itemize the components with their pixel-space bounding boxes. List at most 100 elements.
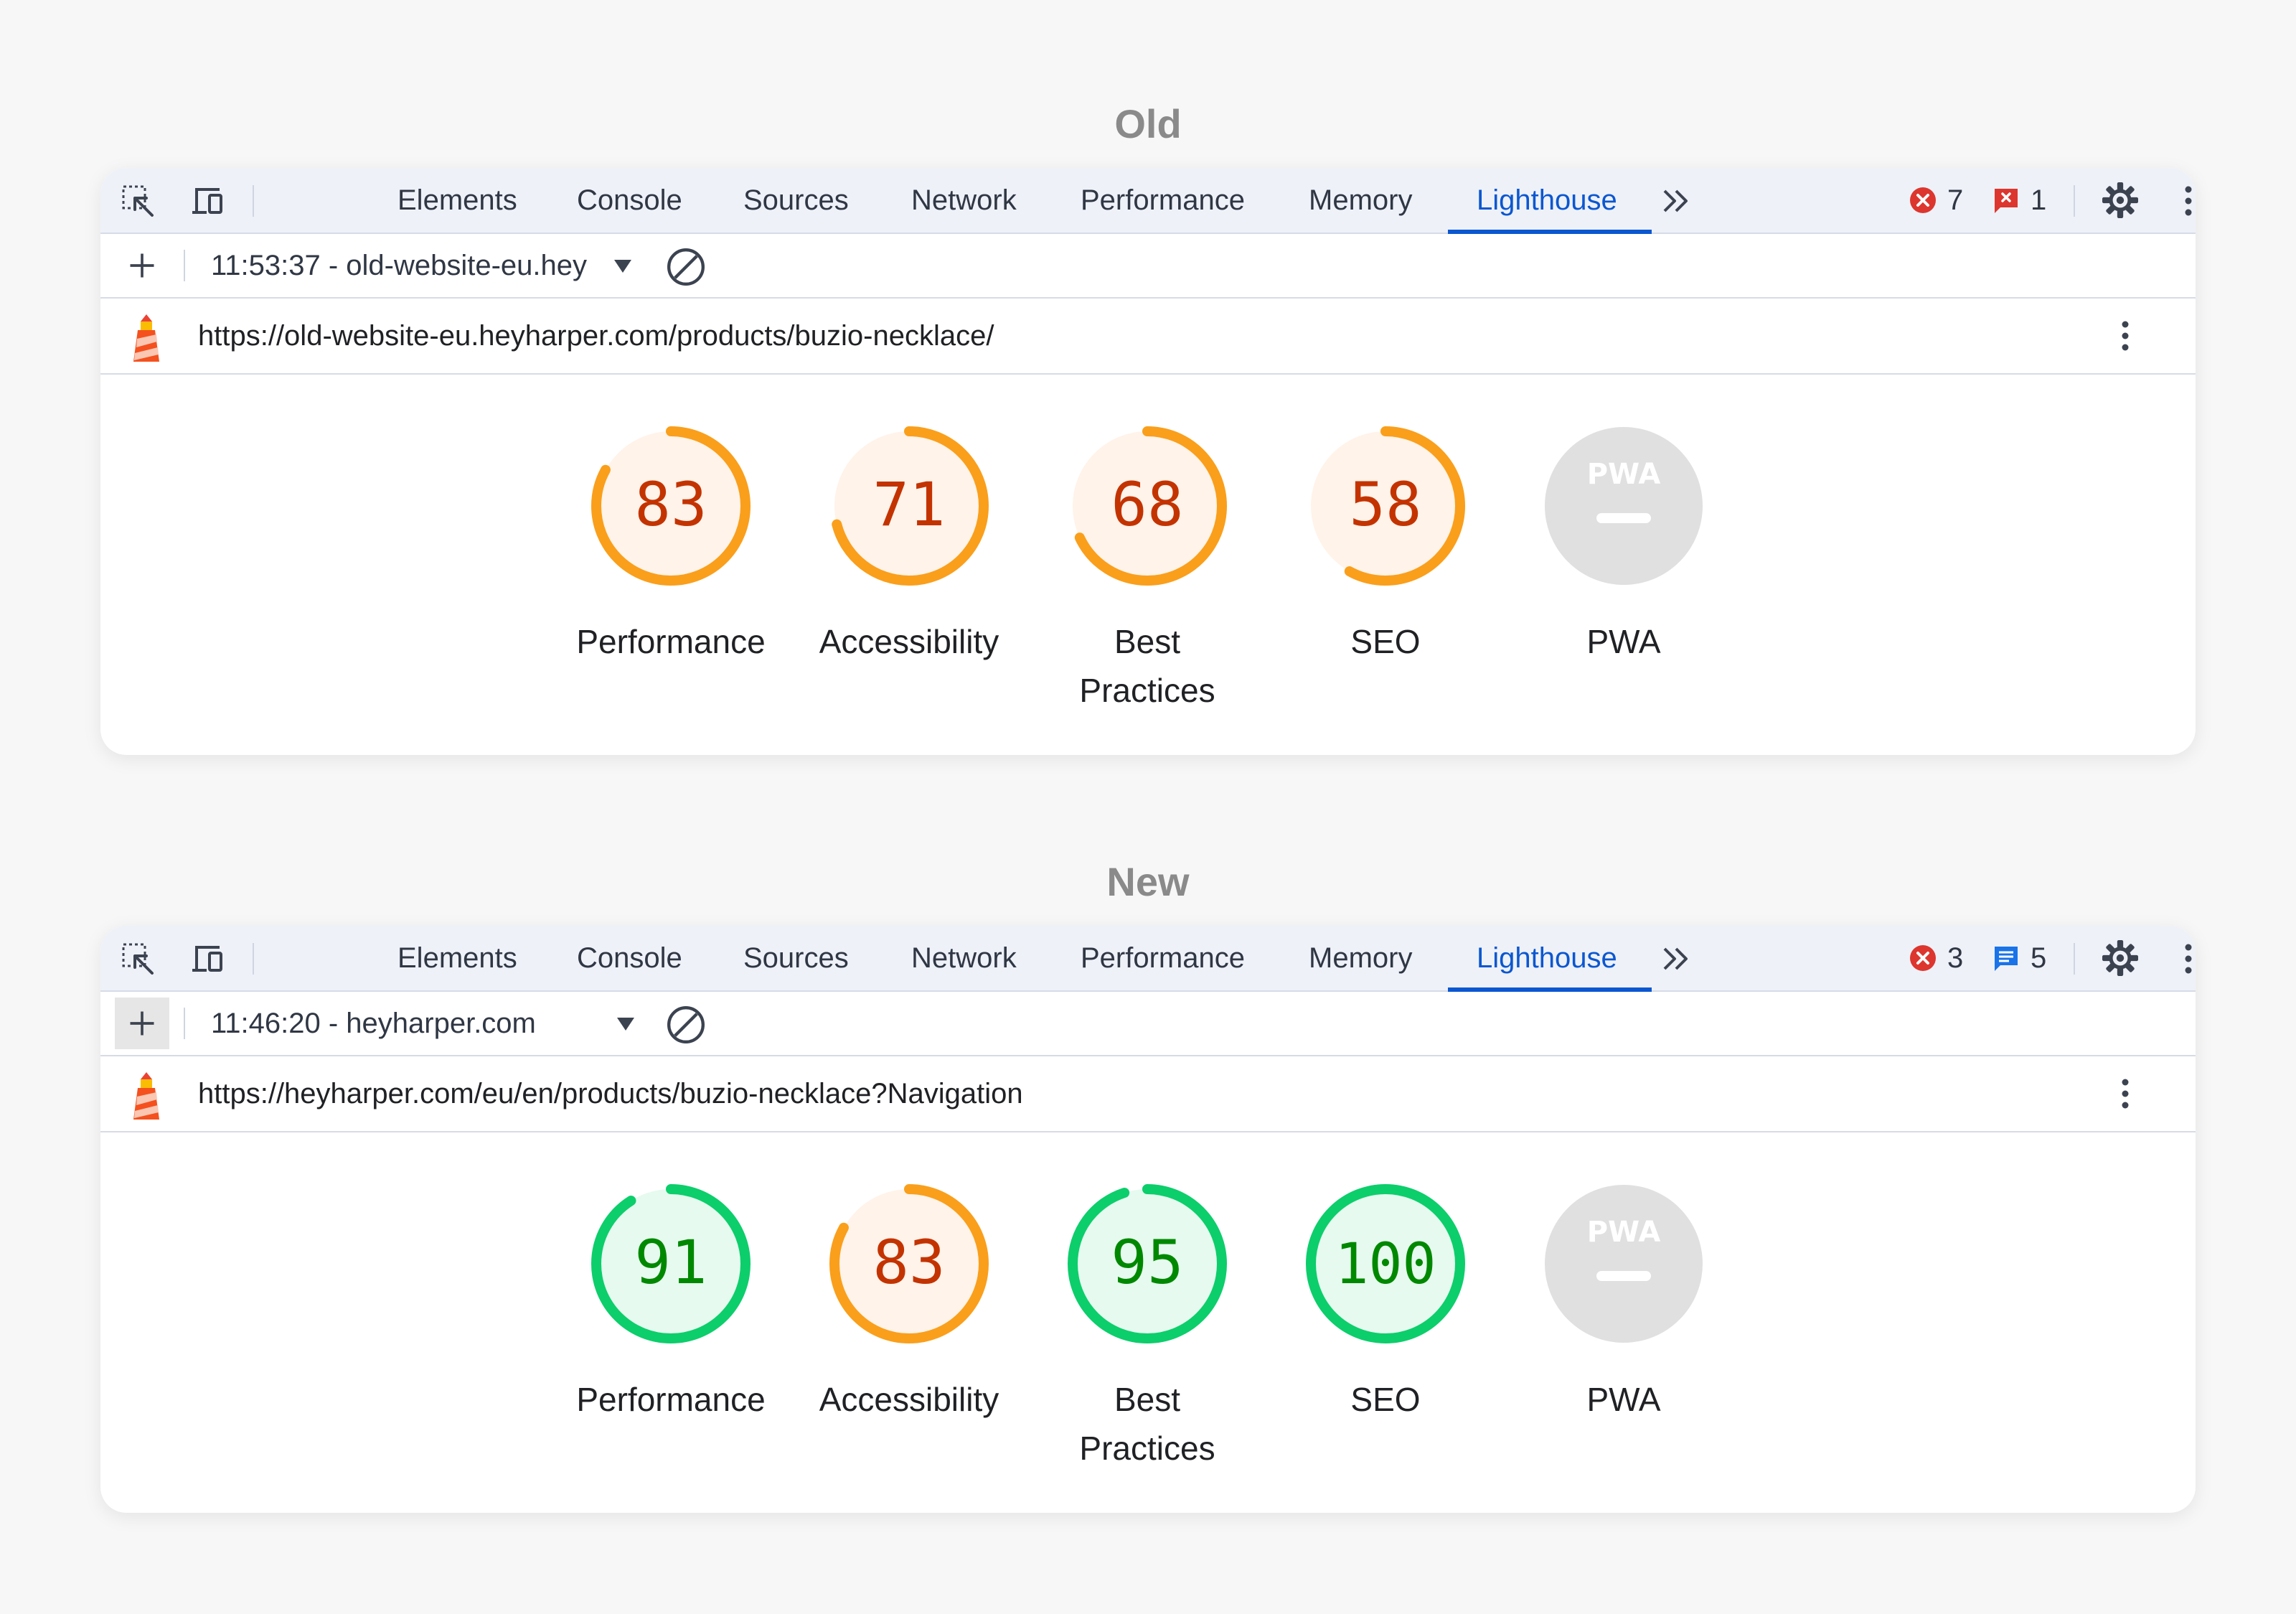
- gauge-label: Accessibility: [819, 623, 999, 660]
- second-badge-count: 1: [2031, 184, 2047, 216]
- gauge-ring: 68: [1068, 426, 1227, 586]
- device-toolbar-icon[interactable]: [189, 184, 224, 218]
- gauge-arc: [1068, 1184, 1227, 1343]
- devtools-tab-bar: Elements Console Sources Network Performance…: [100, 926, 2196, 992]
- gauge-label: Accessibility: [819, 1381, 999, 1418]
- gauge-ring: PWA: [1545, 1185, 1703, 1343]
- gauge-ring: 58: [1306, 426, 1465, 586]
- gauge-ring: 83: [829, 1184, 989, 1343]
- tab-elements[interactable]: Elements: [397, 942, 517, 974]
- score-value: 58: [1349, 469, 1421, 540]
- plus-icon: [130, 253, 154, 278]
- divider: [184, 250, 185, 281]
- kebab-menu-icon[interactable]: [2108, 317, 2142, 355]
- device-toolbar-icon[interactable]: [189, 942, 224, 976]
- tab-performance[interactable]: Performance: [1081, 184, 1245, 216]
- gauge-ring: 71: [829, 426, 989, 586]
- score-value: 83: [634, 469, 707, 540]
- gauge-performance[interactable]: 83 Performance: [567, 423, 775, 666]
- inspect-element-icon[interactable]: [121, 942, 155, 976]
- tab-performance[interactable]: Performance: [1081, 942, 1245, 974]
- message-count-badge[interactable]: 5: [1992, 926, 2046, 990]
- pwa-badge-text: PWA: [1587, 1216, 1661, 1249]
- devtools-panel-new: Elements Console Sources Network Performance…: [100, 926, 2196, 1513]
- kebab-menu-icon[interactable]: [2108, 1075, 2142, 1112]
- report-selector[interactable]: 11:46:20 - heyharper.com: [211, 1008, 536, 1039]
- gauge-label: SEO: [1350, 623, 1421, 660]
- gauge-best-practices[interactable]: 68 Best Practices: [1043, 423, 1251, 715]
- report-url[interactable]: https://old-website-eu.heyharper.com/pro…: [198, 320, 994, 352]
- gauge-seo[interactable]: 100 SEO: [1281, 1181, 1490, 1424]
- lighthouse-logo-icon: [133, 1072, 159, 1120]
- error-count: 7: [1947, 184, 1964, 216]
- tab-memory[interactable]: Memory: [1309, 184, 1413, 216]
- report-url[interactable]: https://heyharper.com/eu/en/products/buz…: [198, 1078, 1023, 1109]
- kebab-menu-icon[interactable]: [2171, 184, 2196, 218]
- gauge-performance[interactable]: 91 Performance: [567, 1181, 775, 1424]
- kebab-menu-icon[interactable]: [2171, 942, 2196, 976]
- gauge-best-practices[interactable]: 95 Best Practices: [1043, 1181, 1251, 1473]
- tab-sources[interactable]: Sources: [743, 942, 849, 974]
- second-badge-count: 5: [2031, 942, 2047, 974]
- tab-memory[interactable]: Memory: [1309, 942, 1413, 974]
- lighthouse-toolbar: 11:46:20 - heyharper.com: [100, 992, 2196, 1056]
- dropdown-arrow-icon[interactable]: [616, 1016, 636, 1032]
- issue-icon: [1995, 189, 2018, 213]
- divider: [253, 943, 254, 975]
- devtools-panel-old: Elements Console Sources Network Performance…: [100, 168, 2196, 755]
- tab-console[interactable]: Console: [577, 942, 682, 974]
- gauge-arc: [1306, 426, 1465, 586]
- tab-network[interactable]: Network: [911, 184, 1017, 216]
- report-selector[interactable]: 11:53:37 - old-website-eu.hey: [211, 250, 588, 281]
- score-value: 91: [634, 1227, 707, 1298]
- error-count-badge[interactable]: 7: [1909, 168, 1963, 233]
- gauge-arc: [1068, 426, 1227, 586]
- tab-network[interactable]: Network: [911, 942, 1017, 974]
- settings-gear-icon[interactable]: [2102, 940, 2138, 976]
- lighthouse-logo-icon: [133, 314, 159, 362]
- more-tabs-icon[interactable]: [1659, 184, 1693, 218]
- tab-sources[interactable]: Sources: [743, 184, 849, 216]
- gauge-ring: 91: [591, 1184, 751, 1343]
- tab-elements[interactable]: Elements: [397, 184, 517, 216]
- report-url-bar: https://heyharper.com/eu/en/products/buz…: [100, 1056, 2196, 1132]
- gauge-pwa[interactable]: PWA PWA: [1520, 423, 1728, 666]
- gauge-ring: 95: [1068, 1184, 1227, 1343]
- tab-lighthouse[interactable]: Lighthouse: [1477, 942, 1617, 974]
- tab-console[interactable]: Console: [577, 184, 682, 216]
- gauge-label: Best Practices: [1079, 1381, 1215, 1467]
- clear-icon[interactable]: [667, 1006, 705, 1043]
- divider: [2074, 185, 2075, 217]
- gauge-pwa[interactable]: PWA PWA: [1520, 1181, 1728, 1424]
- score-gauges: 91 Performance 83 Accessibility 95 Best Practi…: [100, 1132, 2196, 1513]
- lighthouse-toolbar: 11:53:37 - old-website-eu.hey: [100, 234, 2196, 299]
- divider: [184, 1008, 185, 1039]
- gauge-label: Best Practices: [1079, 623, 1215, 709]
- section-title: New: [1106, 859, 1190, 904]
- gauge-seo[interactable]: 58 SEO: [1281, 423, 1490, 666]
- dropdown-arrow-icon[interactable]: [613, 258, 633, 274]
- score-value: 68: [1111, 469, 1183, 540]
- score-value: 71: [872, 469, 945, 540]
- issue-count-badge[interactable]: 1: [1992, 168, 2046, 233]
- divider: [2074, 943, 2075, 975]
- inspect-element-icon[interactable]: [121, 184, 155, 218]
- error-count-badge[interactable]: 3: [1909, 926, 1963, 990]
- new-report-button[interactable]: [115, 240, 169, 291]
- section-title: Old: [1114, 101, 1182, 146]
- gauge-arc: [591, 1184, 751, 1343]
- clear-icon[interactable]: [667, 248, 705, 286]
- gauge-label: PWA: [1586, 1381, 1661, 1418]
- score-value: 100: [1335, 1232, 1436, 1297]
- settings-gear-icon[interactable]: [2102, 182, 2138, 218]
- gauge-ring: PWA: [1545, 427, 1703, 585]
- tab-lighthouse[interactable]: Lighthouse: [1477, 184, 1617, 216]
- divider: [253, 185, 254, 217]
- gauge-label: PWA: [1586, 623, 1661, 660]
- gauge-accessibility[interactable]: 83 Accessibility: [805, 1181, 1013, 1424]
- pwa-badge-text: PWA: [1587, 458, 1661, 491]
- gauge-accessibility[interactable]: 71 Accessibility: [805, 423, 1013, 666]
- gauge-arc: [591, 426, 751, 586]
- more-tabs-icon[interactable]: [1659, 942, 1693, 976]
- new-report-button[interactable]: [115, 998, 169, 1049]
